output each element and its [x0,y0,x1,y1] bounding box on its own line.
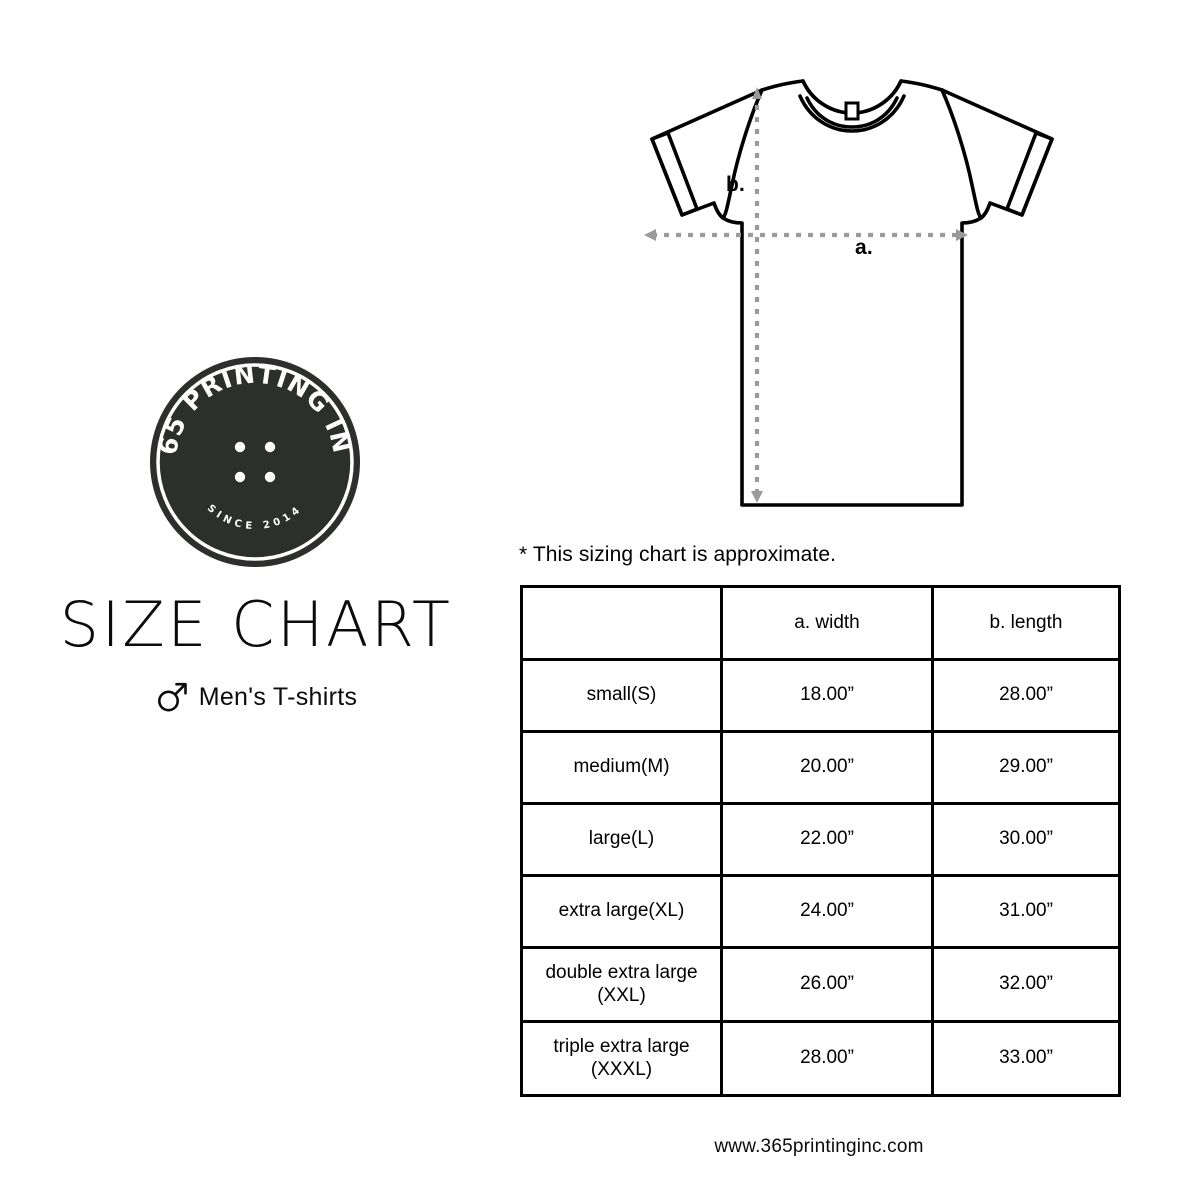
cell-length: 30.00” [931,802,1121,877]
tshirt-outline [650,79,1054,507]
subtitle-row: Men's T-shirts [0,680,512,714]
cell-size: triple extra large (XXXL) [520,1020,723,1097]
width-dimension-label: a. [855,236,873,259]
page-title: SIZE CHART [59,588,453,661]
cell-size: small(S) [520,658,723,733]
measurement-guides [652,93,962,493]
cell-width: 28.00” [720,1020,934,1097]
subtitle-label: Men's T-shirts [198,682,358,711]
male-symbol-icon [155,680,189,714]
measurement-arrowheads [644,87,968,503]
cell-length: 32.00” [931,946,1121,1023]
table-row: extra large(XL) 24.00” 31.00” [520,874,1121,949]
table-header-row: a. width b. length [520,585,1121,661]
size-table: a. width b. length small(S) 18.00” 28.00… [520,585,1121,1097]
table-header-width: a. width [720,585,934,661]
logo-inner-ring-gap [156,363,354,561]
length-dimension-label: b. [726,173,746,196]
table-row: medium(M) 20.00” 29.00” [520,730,1121,805]
cell-length: 29.00” [931,730,1121,805]
cell-size: double extra large (XXL) [520,946,723,1023]
cell-width: 22.00” [720,802,934,877]
cell-width: 26.00” [720,946,934,1023]
logo-dots-icon [234,441,276,483]
table-row: small(S) 18.00” 28.00” [520,658,1121,733]
cell-size: medium(M) [520,730,723,805]
cell-size-line2: (XXXL) [590,1058,653,1080]
logo-disc [162,369,348,555]
table-header-corner [520,585,723,661]
cell-size: large(L) [520,802,723,877]
cell-size-line1: triple extra large [553,1036,690,1058]
cell-size-line1: double extra large [545,962,698,984]
table-header-length: b. length [931,585,1121,661]
brand-logo: 365 PRINTING INC SINCE 2014 [148,355,362,569]
table-row: double extra large (XXL) 26.00” 32.00” [520,946,1121,1023]
footer-website-url: www.365printinginc.com [714,1136,924,1157]
cell-length: 28.00” [931,658,1121,733]
cell-size-line2: (XXL) [597,984,646,1006]
neck-tag-icon [844,101,860,121]
cell-length: 31.00” [931,874,1121,949]
approximate-note: * This sizing chart is approximate. [519,543,837,566]
cell-length: 33.00” [931,1020,1121,1097]
tshirt-diagram [560,55,1080,525]
cell-size: extra large(XL) [520,874,723,949]
cell-width: 24.00” [720,874,934,949]
table-row: large(L) 22.00” 30.00” [520,802,1121,877]
table-row: triple extra large (XXXL) 28.00” 33.00” [520,1020,1121,1097]
cell-width: 18.00” [720,658,934,733]
cell-width: 20.00” [720,730,934,805]
